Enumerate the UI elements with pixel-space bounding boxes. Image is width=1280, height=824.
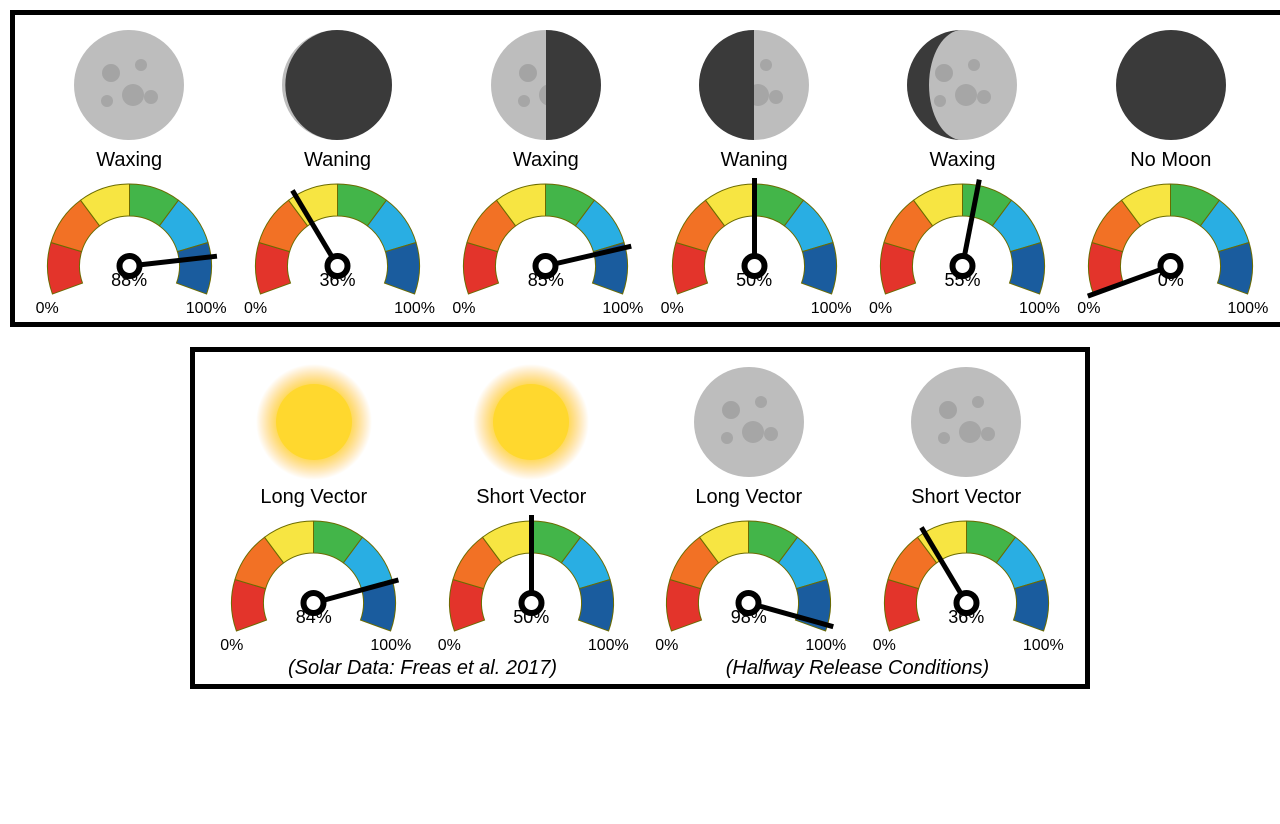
moon-icon xyxy=(689,362,809,482)
gauge-min-label: 0% xyxy=(438,637,461,655)
gauge-min-label: 0% xyxy=(452,300,475,318)
panel-moon-phases: Waxing 0% 100% 88% Waning 0% 100% 36% Waxing 0%… xyxy=(10,10,1280,327)
phase-label: No Moon xyxy=(1130,149,1211,172)
gauge-value: 0% xyxy=(1158,270,1184,291)
panel-vectors: Long Vector 0% 100% 84% Short Vector 0% 100% 5… xyxy=(190,347,1090,689)
gauge-max-label: 100% xyxy=(370,637,411,655)
gauge-value: 85% xyxy=(528,270,564,291)
cell-2-2: Long Vector 0% 100% 98% xyxy=(640,362,858,655)
caption-solar: (Solar Data: Freas et al. 2017) xyxy=(205,657,640,680)
gauge: 0% 100% 88% xyxy=(32,178,227,318)
cell-1-2: Waxing 0% 100% 85% xyxy=(442,25,650,318)
caption-halfway: (Halfway Release Conditions) xyxy=(640,657,1075,680)
gauge-max-label: 100% xyxy=(394,300,435,318)
cell-2-1: Short Vector 0% 100% 50% xyxy=(423,362,641,655)
cell-2-3: Short Vector 0% 100% 36% xyxy=(858,362,1076,655)
gauge-value: 50% xyxy=(513,607,549,628)
cell-2-0: Long Vector 0% 100% 84% xyxy=(205,362,423,655)
gauge-min-label: 0% xyxy=(36,300,59,318)
gauge-value: 36% xyxy=(948,607,984,628)
gauge-min-label: 0% xyxy=(220,637,243,655)
gauge: 0% 100% 85% xyxy=(448,178,643,318)
cell-1-5: No Moon 0% 100% 0% xyxy=(1067,25,1275,318)
gauge-min-label: 0% xyxy=(869,300,892,318)
phase-label: Waxing xyxy=(96,149,162,172)
gauge-max-label: 100% xyxy=(1023,637,1064,655)
gauge: 0% 100% 0% xyxy=(1073,178,1268,318)
gauge: 0% 100% 84% xyxy=(216,515,411,655)
gauge: 0% 100% 55% xyxy=(865,178,1060,318)
phase-label: Waxing xyxy=(930,149,996,172)
gauge-max-label: 100% xyxy=(588,637,629,655)
gauge-min-label: 0% xyxy=(661,300,684,318)
cell-1-0: Waxing 0% 100% 88% xyxy=(25,25,233,318)
gauge-value: 50% xyxy=(736,270,772,291)
phase-label: Waning xyxy=(304,149,371,172)
phase-label: Short Vector xyxy=(476,486,586,509)
gauge: 0% 100% 50% xyxy=(434,515,629,655)
gauge-min-label: 0% xyxy=(873,637,896,655)
gauge-value: 55% xyxy=(944,270,980,291)
gauge-value: 84% xyxy=(296,607,332,628)
gauge-max-label: 100% xyxy=(186,300,227,318)
moon-icon xyxy=(906,362,1026,482)
moon-icon xyxy=(902,25,1022,145)
gauge-min-label: 0% xyxy=(655,637,678,655)
gauge-value: 36% xyxy=(319,270,355,291)
gauge-max-label: 100% xyxy=(1227,300,1268,318)
gauge: 0% 100% 36% xyxy=(869,515,1064,655)
phase-label: Waning xyxy=(721,149,788,172)
gauge-min-label: 0% xyxy=(244,300,267,318)
phase-label: Long Vector xyxy=(260,486,367,509)
gauge-value: 88% xyxy=(111,270,147,291)
moon-icon xyxy=(277,25,397,145)
moon-icon xyxy=(486,25,606,145)
moon-icon xyxy=(69,25,189,145)
moon-icon xyxy=(694,25,814,145)
gauge: 0% 100% 50% xyxy=(657,178,852,318)
cell-1-4: Waxing 0% 100% 55% xyxy=(858,25,1066,318)
gauge: 0% 100% 98% xyxy=(651,515,846,655)
gauge-max-label: 100% xyxy=(602,300,643,318)
gauge-value: 98% xyxy=(731,607,767,628)
gauge-max-label: 100% xyxy=(805,637,846,655)
gauge-max-label: 100% xyxy=(811,300,852,318)
phase-label: Long Vector xyxy=(695,486,802,509)
sun-icon xyxy=(471,362,591,482)
moon-icon xyxy=(1111,25,1231,145)
phase-label: Waxing xyxy=(513,149,579,172)
gauge-max-label: 100% xyxy=(1019,300,1060,318)
gauge: 0% 100% 36% xyxy=(240,178,435,318)
phase-label: Short Vector xyxy=(911,486,1021,509)
cell-1-1: Waning 0% 100% 36% xyxy=(233,25,441,318)
cell-1-3: Waning 0% 100% 50% xyxy=(650,25,858,318)
gauge-min-label: 0% xyxy=(1077,300,1100,318)
sun-icon xyxy=(254,362,374,482)
